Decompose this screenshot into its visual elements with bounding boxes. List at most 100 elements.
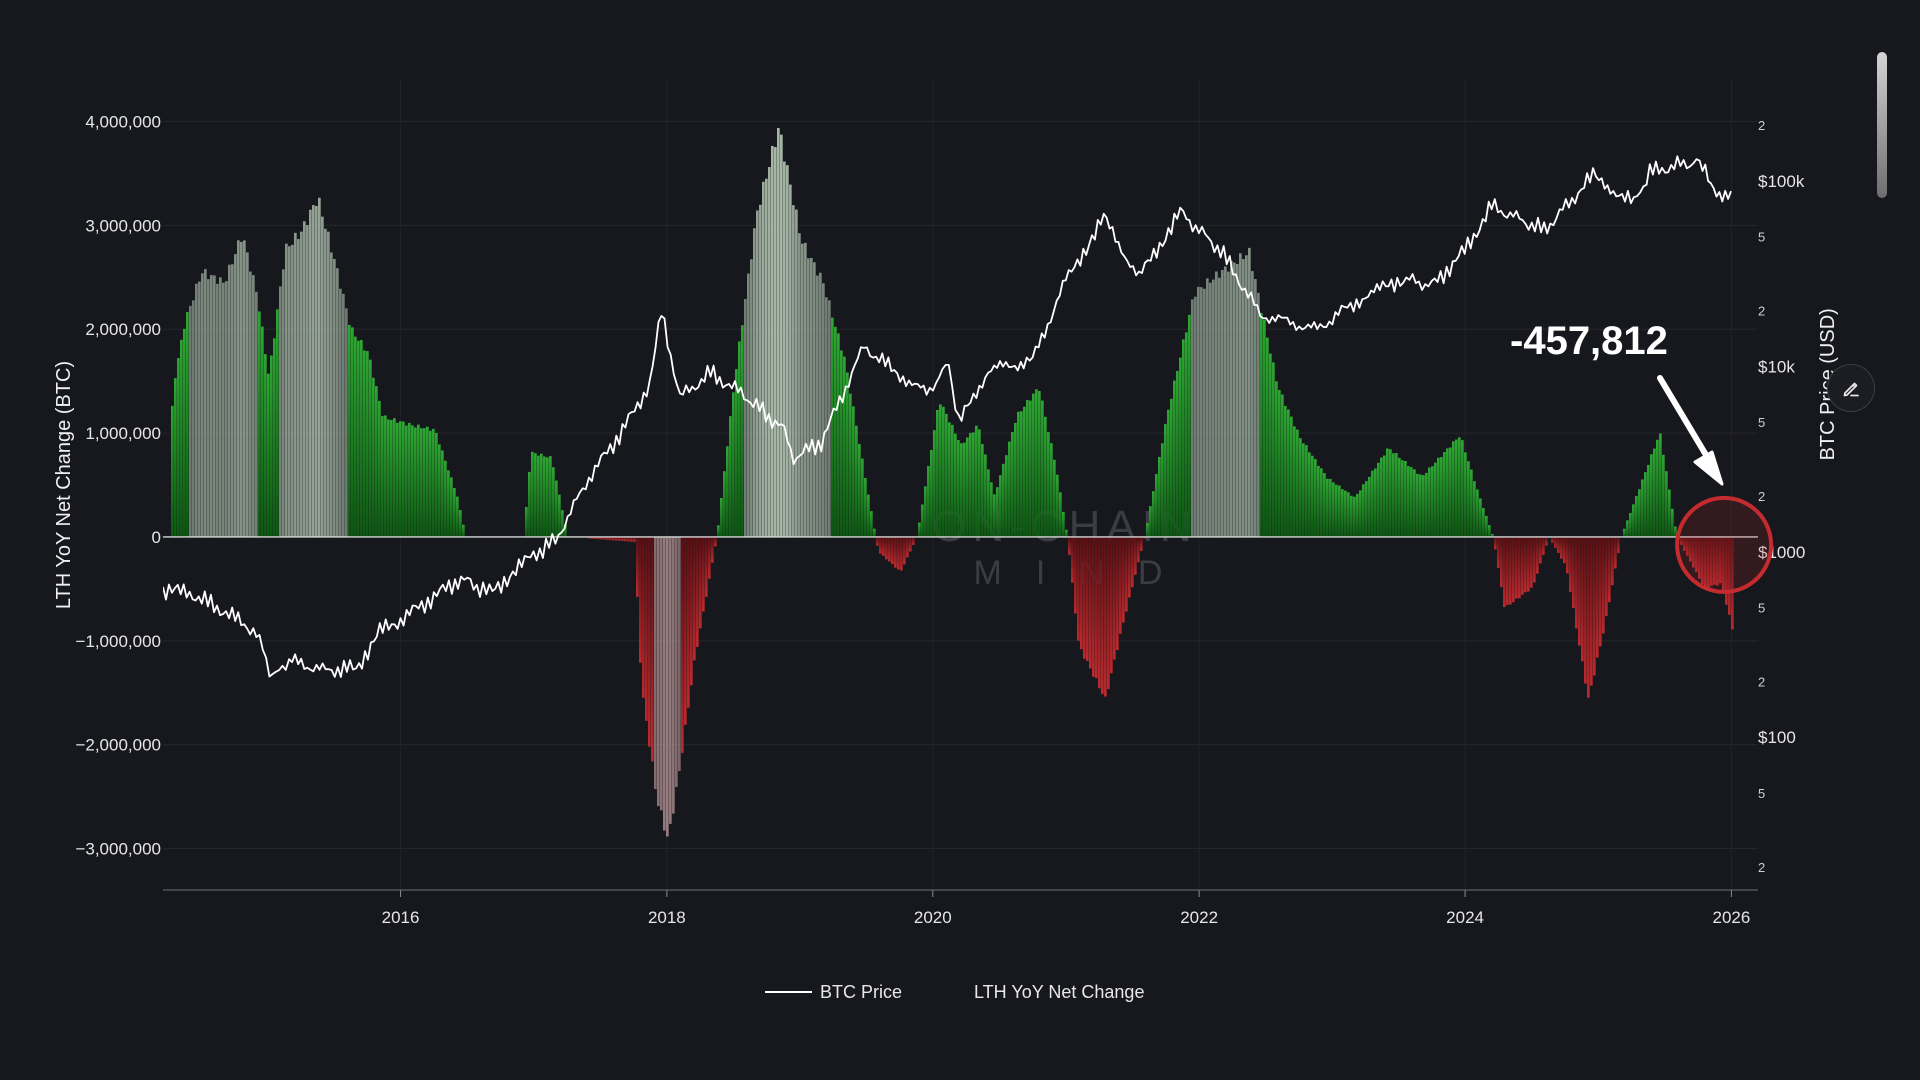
lth-net-change-bar <box>366 351 369 537</box>
lth-net-change-bar <box>948 422 951 537</box>
lth-net-change-bar <box>1497 536 1500 568</box>
lth-net-change-bar <box>1470 469 1473 537</box>
lth-net-change-bar <box>396 422 399 537</box>
lth-net-change-bar <box>897 536 900 570</box>
lth-net-change-bar <box>1602 536 1605 634</box>
lth-net-change-bar <box>1044 416 1047 537</box>
legend-lth-net-change-label[interactable]: LTH YoY Net Change <box>974 982 1144 1002</box>
lth-net-change-bar <box>1473 481 1476 537</box>
lth-net-change-bar <box>1281 394 1284 537</box>
lth-net-change-bar <box>1197 286 1200 537</box>
annotation-arrow-head <box>1693 450 1724 486</box>
lth-net-change-bar <box>888 536 891 562</box>
vertical-scrollbar[interactable] <box>1877 52 1887 198</box>
legend[interactable]: BTC Price LTH YoY Net Change <box>765 982 1144 1002</box>
lth-net-change-bar <box>1119 536 1122 634</box>
lth-net-change-bar <box>1101 536 1104 695</box>
lth-net-change-bar <box>612 536 615 541</box>
lth-net-change-bar <box>219 277 222 537</box>
lth-net-change-bar <box>1011 432 1014 537</box>
lth-net-change-bar <box>360 339 363 537</box>
lth-net-change-bar <box>1134 536 1137 575</box>
lth-net-change-bar <box>1014 422 1017 537</box>
lth-net-change-bar <box>1194 296 1197 537</box>
lth-net-change-bar <box>1668 489 1671 537</box>
lth-net-change-bar <box>1092 536 1095 677</box>
lth-net-change-bar <box>249 271 252 537</box>
lth-net-change-bar <box>1290 416 1293 537</box>
lth-net-change-bar <box>1032 393 1035 537</box>
lth-net-change-bar <box>1227 271 1230 537</box>
y-left-tick-label: −2,000,000 <box>75 736 161 755</box>
lth-net-change-bar <box>1467 461 1470 537</box>
lth-net-change-bar <box>933 430 936 537</box>
lth-net-change-bar <box>984 454 987 537</box>
lth-net-change-bar <box>1569 536 1572 593</box>
legend-btc-price-label[interactable]: BTC Price <box>820 982 902 1002</box>
lth-net-change-bar <box>765 178 768 537</box>
lth-net-change-bar <box>1122 536 1125 623</box>
lth-net-change-bar <box>1371 470 1374 537</box>
lth-net-change-bar <box>414 427 417 537</box>
lth-net-change-bar <box>1146 523 1149 537</box>
lth-net-change-bar <box>885 536 888 560</box>
lth-net-change-bar <box>342 293 345 537</box>
lth-net-change-bar <box>1527 536 1530 592</box>
annotation: -457,812 <box>1510 319 1774 594</box>
lth-net-change-bar <box>177 358 180 537</box>
lth-net-change-bar <box>810 257 813 537</box>
lth-net-change-bar <box>384 415 387 537</box>
y-right-minor-tick-label: 5 <box>1758 786 1765 801</box>
lth-net-change-bar <box>549 456 552 537</box>
lth-net-change-bar <box>1308 452 1311 537</box>
lth-net-change-bar <box>894 536 897 568</box>
lth-net-change-bar <box>423 428 426 537</box>
lth-net-change-bar <box>1551 536 1554 543</box>
lth-net-change-bar <box>1482 507 1485 537</box>
lth-net-change-bar <box>555 480 558 537</box>
lth-net-change-bar <box>1161 443 1164 537</box>
lth-net-change-bar <box>873 528 876 537</box>
lth-net-change-bar <box>1650 454 1653 537</box>
lth-net-change-bar <box>1326 478 1329 537</box>
lth-net-change-bar <box>1209 282 1212 537</box>
lth-net-change-bar <box>240 241 243 537</box>
lth-net-change-bar <box>231 264 234 537</box>
lth-net-change-bar <box>291 244 294 537</box>
lth-net-change-bar <box>990 482 993 537</box>
lth-net-change-bar <box>1314 459 1317 537</box>
lth-net-change-bar <box>1575 536 1578 629</box>
lth-net-change-bar <box>951 424 954 537</box>
lth-net-change-bar <box>1581 536 1584 662</box>
lth-net-change-bar <box>819 272 822 537</box>
annotation-circle <box>1675 495 1774 594</box>
lth-net-change-bar <box>903 536 906 565</box>
lth-net-change-bar <box>282 269 285 537</box>
lth-net-change-bar <box>1284 405 1287 537</box>
lth-net-change-bar <box>1236 263 1239 537</box>
lth-net-change-bar <box>1347 492 1350 537</box>
lth-net-change-bar <box>1533 536 1536 583</box>
edit-button[interactable] <box>1827 364 1875 412</box>
lth-net-change-bar <box>420 428 423 537</box>
lth-net-change-bar <box>1257 292 1260 537</box>
lth-net-change-bar <box>1461 440 1464 537</box>
lth-net-change-bar <box>309 209 312 537</box>
lth-net-change-bar <box>294 232 297 537</box>
lth-net-change-bar <box>264 354 267 537</box>
lth-net-change-bar <box>1695 536 1698 573</box>
lth-net-change-bar <box>1464 452 1467 537</box>
lth-net-change-bar <box>1323 473 1326 537</box>
lth-net-change-bar <box>1098 536 1101 689</box>
lth-net-change-bar <box>1206 278 1209 537</box>
lth-net-change-bar <box>1383 455 1386 537</box>
lth-net-change-bar <box>261 326 264 537</box>
lth-net-change-bar <box>912 536 915 545</box>
lth-net-change-bar <box>357 340 360 537</box>
lth-net-change-bar <box>1716 536 1719 586</box>
lth-net-change-bar <box>1065 529 1068 537</box>
lth-net-change-bar <box>1707 536 1710 588</box>
lth-net-change-bar <box>387 419 390 537</box>
lth-net-change-bar <box>279 286 282 537</box>
lth-net-change-bar <box>1614 536 1617 569</box>
